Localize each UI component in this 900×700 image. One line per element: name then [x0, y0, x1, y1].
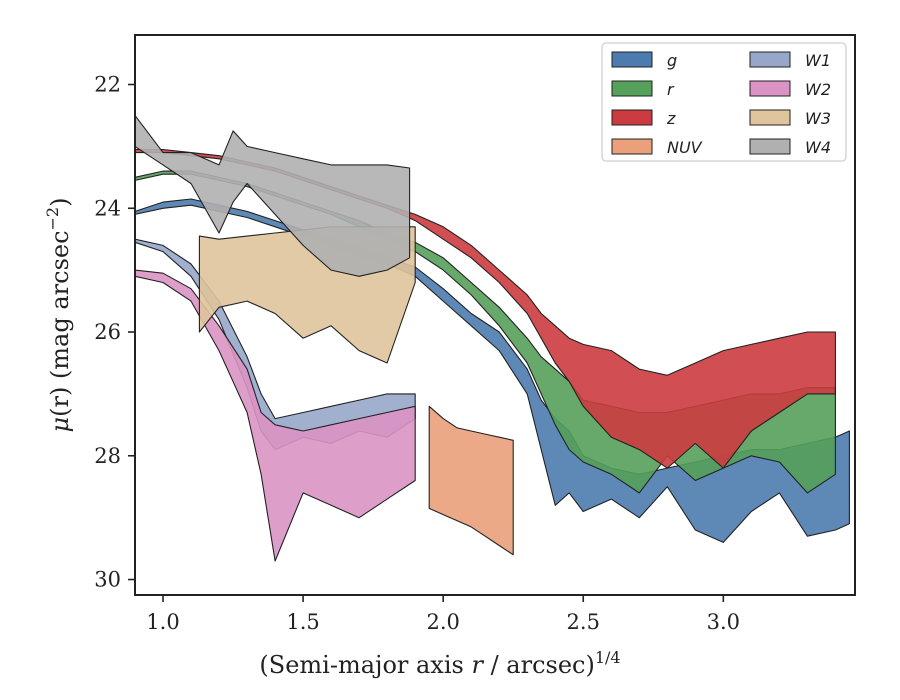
- legend-swatch: [749, 80, 791, 97]
- legend-swatch: [611, 109, 653, 126]
- legend-label: W4: [805, 138, 831, 157]
- x-tick-label: 3.0: [707, 610, 740, 634]
- y-tick-label: 22: [94, 73, 121, 97]
- legend-label: W2: [805, 80, 831, 99]
- legend-item-w3: W3: [749, 109, 831, 128]
- legend-label: NUV: [667, 138, 703, 157]
- series-band-w4: [134, 114, 411, 277]
- y-axis-label: μ(r) (mag arcsec−2): [43, 197, 74, 432]
- x-tick-label: 1.0: [146, 610, 179, 634]
- legend-swatch: [749, 109, 791, 126]
- legend-label: W3: [805, 109, 831, 128]
- legend-swatch: [749, 51, 791, 68]
- legend-swatch: [611, 80, 653, 97]
- legend: grz NUV W1 W2 W3 W4: [601, 42, 847, 162]
- legend-item-nuv: NUV: [611, 138, 703, 157]
- y-tick-label: 30: [94, 568, 121, 592]
- legend-swatch: [611, 51, 653, 68]
- legend-swatch: [611, 138, 653, 155]
- y-tick-label: 24: [94, 196, 121, 220]
- y-tick-label: 28: [94, 444, 121, 468]
- legend-item-w1: W1: [749, 51, 831, 70]
- legend-item-r: r: [611, 80, 675, 99]
- legend-label: r: [667, 80, 675, 99]
- legend-item-w4: W4: [749, 138, 831, 157]
- y-tick-label: 26: [94, 320, 121, 344]
- legend-label: z: [666, 109, 676, 128]
- x-tick-label: 2.5: [567, 610, 600, 634]
- legend-label: g: [667, 51, 677, 70]
- legend-item-z: z: [611, 109, 676, 128]
- x-tick-label: 1.5: [286, 610, 319, 634]
- series-band-w2: [134, 269, 416, 562]
- legend-item-g: g: [611, 51, 677, 70]
- legend-item-w2: W2: [749, 80, 831, 99]
- x-tick-label: 2.0: [426, 610, 459, 634]
- x-axis-label: (Semi-major axis r / arcsec)1/4: [259, 648, 620, 679]
- legend-box: [601, 42, 847, 162]
- legend-label: W1: [805, 51, 831, 70]
- series-layer: [134, 114, 850, 562]
- legend-swatch: [749, 138, 791, 155]
- axes-layer: 1.0 1.5 2.0 2.5 3.0 22 24 26 28 30: [94, 73, 740, 634]
- plot-frame: [134, 34, 856, 596]
- series-band-nuv: [428, 405, 514, 556]
